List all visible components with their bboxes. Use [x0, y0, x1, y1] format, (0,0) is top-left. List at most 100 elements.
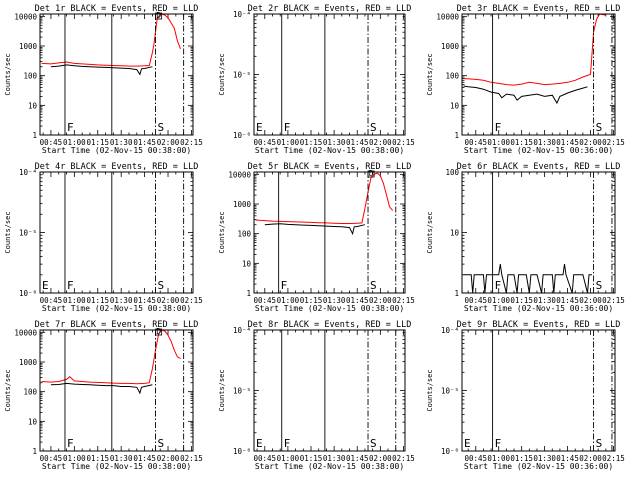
y-axis-label: Counts/sec: [218, 369, 226, 411]
y-tick-label: 1000: [19, 358, 38, 367]
x-tick-label: 01:00: [277, 296, 300, 305]
x-tick-label: 01:15: [300, 138, 323, 147]
x-tick-label: 01:00: [63, 296, 86, 305]
y-tick-label: 1000: [441, 42, 460, 51]
top-marker-label: D: [156, 11, 161, 20]
chart-title: Det 4r BLACK = Events, RED = LLD: [35, 162, 199, 172]
plot-frame: [253, 329, 406, 452]
y-tick-label: 10⁻⁴: [233, 10, 251, 19]
time-marker-label: F: [281, 279, 288, 292]
plot-frame: [461, 329, 616, 452]
top-marker-box: [155, 328, 163, 336]
x-tick-label: 02:15: [180, 138, 203, 147]
plot-frame: [461, 171, 616, 294]
y-tick-label: 1: [32, 447, 37, 456]
time-marker-label: F: [67, 437, 74, 450]
chart-title: Det 9r BLACK = Events, RED = LLD: [457, 320, 621, 330]
y-axis-label: Counts/sec: [426, 53, 434, 95]
y-tick-label: 10: [450, 101, 460, 110]
y-axis-label: Counts/sec: [4, 369, 12, 411]
x-tick-label: 01:15: [510, 454, 533, 463]
x-axis-label: Start Time (02-Nov-15 00:38:00): [255, 462, 404, 471]
plot-frame: [39, 13, 194, 136]
chart-panel-1: Det 1r BLACK = Events, RED = LLD 1 10 100 10…: [4, 4, 203, 155]
x-tick-label: 02:00: [369, 454, 392, 463]
x-tick-label: 01:30: [323, 296, 346, 305]
plot-frame: [39, 329, 194, 452]
time-marker-label: S: [158, 279, 165, 292]
x-tick-label: 01:15: [86, 454, 109, 463]
x-tick-label: 02:00: [157, 138, 180, 147]
x-tick-label: 01:30: [110, 454, 133, 463]
time-marker-label: S: [158, 437, 165, 450]
time-marker-label: F: [67, 279, 74, 292]
x-tick-label: 01:15: [510, 296, 533, 305]
time-marker-label: S: [370, 121, 377, 134]
x-tick-label: 02:15: [392, 454, 415, 463]
plot-frame: [253, 171, 406, 294]
series-line-2: [264, 223, 366, 236]
y-tick-label: 10⁻⁶: [441, 447, 459, 456]
y-tick-label: 100: [445, 72, 459, 81]
x-tick-label: 01:30: [323, 454, 346, 463]
x-axis-label: Start Time (02-Nov-15 00:36:00): [464, 304, 613, 313]
top-marker-box: [155, 12, 163, 20]
x-tick-label: 00:45: [40, 454, 63, 463]
x-tick-label: 02:15: [392, 138, 415, 147]
y-tick-label: 10⁻⁶: [19, 289, 37, 298]
x-tick-label: 01:15: [86, 138, 109, 147]
y-tick-label: 10⁻⁵: [19, 229, 37, 238]
time-marker-label: F: [67, 121, 74, 134]
series-line-2: [463, 85, 588, 105]
y-tick-label: 10⁻⁶: [233, 447, 251, 456]
plot-frame: [253, 13, 406, 136]
chart-title: Det 1r BLACK = Events, RED = LLD: [35, 4, 199, 14]
time-marker-label: E: [42, 279, 49, 292]
x-tick-label: 01:00: [277, 138, 300, 147]
x-tick-label: 02:00: [157, 296, 180, 305]
x-tick-label: 00:45: [253, 296, 276, 305]
x-axis-label: Start Time (02-Nov-15 00:36:00): [464, 462, 613, 471]
x-tick-label: 01:30: [533, 138, 556, 147]
chart-panel-3: Det 3r BLACK = Events, RED = LLD 1 10 100 10…: [426, 4, 625, 155]
x-tick-label: 01:00: [487, 454, 510, 463]
y-tick-label: 10000: [14, 12, 37, 21]
y-tick-label: 1: [32, 131, 37, 140]
y-tick-label: 10⁻⁴: [19, 168, 37, 177]
x-axis-label: Start Time (02-Nov-15 00:38:00): [255, 304, 404, 313]
y-axis-label: Counts/sec: [4, 211, 12, 253]
x-tick-label: 01:30: [533, 296, 556, 305]
x-tick-label: 01:15: [510, 138, 533, 147]
time-marker-label: S: [596, 437, 603, 450]
x-tick-label: 01:45: [556, 454, 579, 463]
series-line-1: [463, 264, 592, 293]
y-tick-label: 10000: [14, 328, 37, 337]
x-tick-label: 01:15: [300, 454, 323, 463]
y-tick-label: 10⁻⁵: [233, 387, 251, 396]
y-axis-label: Counts/sec: [4, 53, 12, 95]
x-tick-label: 01:30: [323, 138, 346, 147]
x-tick-label: 01:15: [300, 296, 323, 305]
x-tick-label: 00:45: [464, 138, 487, 147]
x-tick-label: 00:45: [40, 138, 63, 147]
y-tick-label: 1000: [233, 200, 252, 209]
y-axis-label: Counts/sec: [218, 53, 226, 95]
x-tick-label: 02:00: [369, 296, 392, 305]
x-tick-label: 01:45: [556, 296, 579, 305]
time-marker-label: S: [596, 279, 603, 292]
x-tick-label: 02:15: [180, 454, 203, 463]
time-marker-label: E: [256, 437, 263, 450]
x-tick-label: 01:45: [556, 138, 579, 147]
y-tick-label: 10000: [228, 170, 251, 179]
series-line-1: [255, 172, 394, 224]
top-marker-label: D: [156, 327, 161, 336]
x-tick-label: 00:45: [464, 296, 487, 305]
x-tick-label: 01:45: [133, 138, 156, 147]
chart-title: Det 2r BLACK = Events, RED = LLD: [248, 4, 412, 14]
time-marker-label: F: [284, 437, 291, 450]
x-axis-label: Start Time (02-Nov-15 00:38:00): [42, 146, 191, 155]
plot-frame: [461, 13, 616, 136]
y-tick-label: 10000: [436, 12, 459, 21]
y-tick-label: 100: [445, 168, 459, 177]
y-tick-label: 10: [28, 101, 38, 110]
